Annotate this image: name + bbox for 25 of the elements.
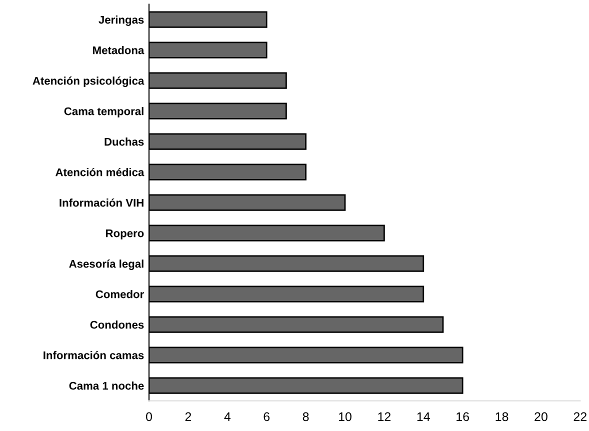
y-tick-label: Atención psicológica — [32, 76, 144, 87]
y-tick-label: Ropero — [106, 229, 144, 240]
x-tick-label: 0 — [146, 412, 152, 422]
y-tick-label: Asesoría legal — [69, 260, 144, 270]
x-tick-label: 18 — [496, 412, 508, 422]
x-tick-label: 4 — [224, 412, 231, 421]
y-tick-label: Cama 1 noche — [69, 382, 144, 390]
x-tick-label: 20 — [534, 412, 548, 422]
x-tick-label: 14 — [417, 412, 430, 421]
y-tick-label: Comedor — [96, 290, 144, 298]
y-tick-label: Atención médica — [56, 168, 144, 176]
y-tick-label: Información camas — [44, 350, 144, 360]
y-tick-label: Jeringas — [98, 16, 144, 26]
x-tick-label: 2 — [185, 412, 192, 421]
y-tick-label: Información VIH — [60, 198, 144, 207]
x-tick-label: 6 — [264, 412, 270, 422]
x-tick-label: 8 — [302, 412, 309, 422]
y-tick-label: Cama temporal — [64, 107, 144, 118]
x-tick-label: 16 — [456, 412, 469, 422]
x-tick-label: 10 — [338, 412, 352, 422]
x-tick-label: 22 — [574, 412, 586, 421]
y-tick-label: Duchas — [104, 138, 144, 146]
x-tick-label: 12 — [378, 412, 391, 421]
y-tick-label: Metadona — [93, 46, 144, 54]
y-tick-label: Condones — [90, 320, 144, 329]
